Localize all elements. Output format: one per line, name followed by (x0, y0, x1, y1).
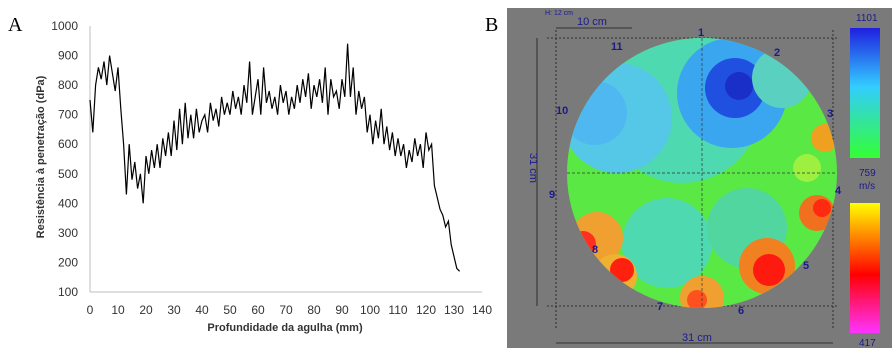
sensor-label: 5 (803, 260, 809, 272)
x-tick-label: 80 (307, 303, 321, 317)
resistance-series-line (89, 43, 461, 272)
y-tick-label: 800 (58, 78, 78, 92)
sensor-label: 2 (774, 47, 780, 59)
sensor-label: 3 (827, 108, 833, 120)
sensor-label: 4 (835, 185, 842, 197)
sensor-label: 6 (738, 305, 744, 317)
sensor-label: 7 (657, 301, 663, 313)
tomogram-disc (567, 38, 837, 308)
sensor-label: 11 (611, 41, 623, 53)
dimension-side-label: 31 cm (527, 153, 539, 183)
dimension-bottom-label: 31 cm (682, 332, 712, 344)
x-tick-label: 50 (223, 303, 237, 317)
dimension-top-label: 10 cm (577, 16, 607, 28)
panel-label-a: A (8, 14, 23, 36)
y-tick-label: 900 (58, 49, 78, 63)
x-tick-label: 90 (335, 303, 349, 317)
scale-unit-label: m/s (859, 181, 875, 192)
x-tick-label: 70 (279, 303, 293, 317)
y-tick-label: 1000 (51, 19, 78, 33)
x-tick-label: 130 (444, 303, 464, 317)
sensor-labels: 1 2 3 4 5 6 7 8 9 10 11 (549, 27, 842, 317)
velocity-scale: 1101 759 m/s 417 (850, 13, 880, 348)
y-axis-title: Resistência à penetração (dPa) (35, 75, 47, 238)
y-tick-label: 400 (58, 196, 78, 210)
sensor-label: 8 (592, 244, 598, 256)
x-tick-label: 10 (111, 303, 125, 317)
panel-label-b: B (485, 14, 499, 36)
x-tick-label: 140 (472, 303, 492, 317)
x-tick-label: 30 (167, 303, 181, 317)
tomogram-graphic: 1 2 3 4 5 6 7 8 9 10 11 H: 12 cm 10 cm 3… (527, 10, 880, 348)
dimension-small-label: H: 12 cm (545, 10, 573, 17)
x-tick-label: 100 (360, 303, 380, 317)
x-tick-labels: 0 10 20 30 40 50 60 70 80 90 100 110 120 130 140 (87, 303, 493, 317)
y-tick-label: 500 (58, 167, 78, 181)
y-tick-label: 300 (58, 226, 78, 240)
y-tick-label: 700 (58, 108, 78, 122)
sensor-label: 10 (556, 105, 568, 117)
scale-mid-label: 759 (859, 168, 876, 179)
x-tick-label: 40 (195, 303, 209, 317)
y-tick-label: 600 (58, 137, 78, 151)
scale-min-label: 417 (859, 338, 876, 348)
penetration-resistance-chart: 100 200 300 400 500 600 700 800 900 1000 0 10 20 30 4… (35, 19, 493, 334)
x-tick-label: 20 (139, 303, 153, 317)
x-tick-label: 120 (416, 303, 436, 317)
scale-max-label: 1101 (856, 13, 878, 24)
y-tick-labels: 100 200 300 400 500 600 700 800 900 1000 (51, 19, 78, 299)
sensor-label: 9 (549, 189, 555, 201)
y-tick-label: 100 (58, 285, 78, 299)
x-tick-label: 60 (251, 303, 265, 317)
y-tick-label: 200 (58, 255, 78, 269)
sensor-label: 1 (698, 27, 704, 39)
x-tick-label: 110 (388, 303, 407, 317)
acoustic-tomogram-panel: 1 2 3 4 5 6 7 8 9 10 11 H: 12 cm 10 cm 3… (507, 8, 892, 348)
x-axis-title: Profundidade da agulha (mm) (207, 322, 363, 334)
x-tick-label: 0 (87, 303, 94, 317)
